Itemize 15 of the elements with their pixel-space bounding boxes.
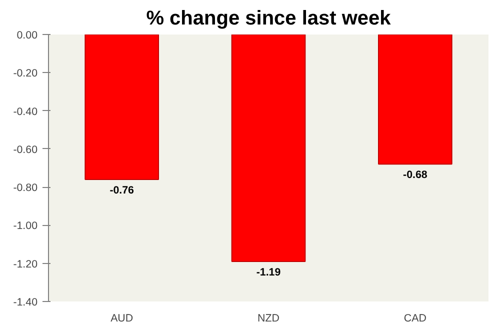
y-tick-label: -1.40 <box>13 296 38 308</box>
data-label: -0.76 <box>110 184 134 196</box>
y-tick-label: -0.40 <box>13 106 38 118</box>
y-tick-label: 0.00 <box>16 30 38 42</box>
x-tick-label: NZD <box>258 312 280 324</box>
data-label: -0.68 <box>403 169 428 182</box>
data-label: -1.19 <box>256 266 281 278</box>
y-tick-label: -0.20 <box>13 68 38 80</box>
chart-title: % change since last week <box>146 8 392 30</box>
y-tick-label: -0.80 <box>13 182 38 194</box>
x-tick-label: CAD <box>404 312 427 324</box>
y-tick-label: -1.20 <box>13 258 38 270</box>
x-tick-label: AUD <box>110 312 134 324</box>
y-tick-label: -0.60 <box>13 144 38 156</box>
y-tick-label: -1.00 <box>13 220 38 232</box>
